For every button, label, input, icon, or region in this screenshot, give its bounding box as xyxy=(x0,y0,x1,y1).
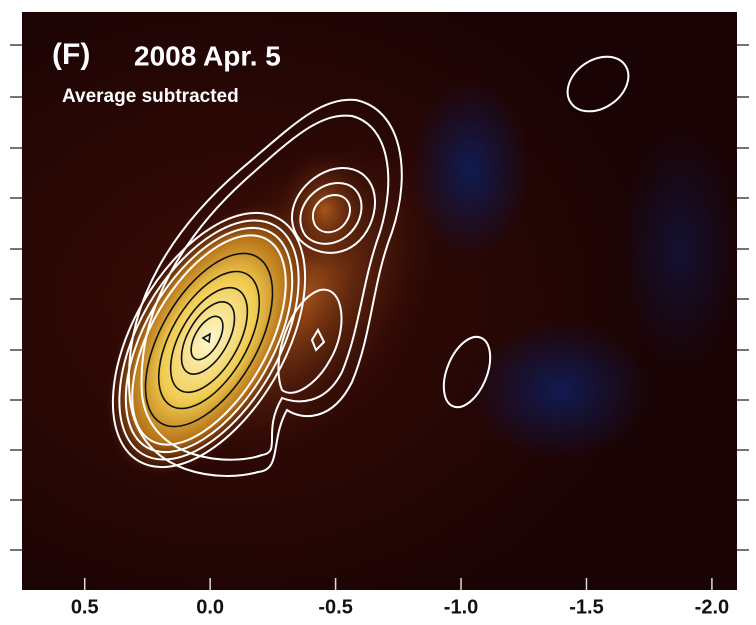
x-tick-label: 0.5 xyxy=(71,596,99,618)
x-tick-label: 0.0 xyxy=(196,596,224,618)
x-tick-label: -2.0 xyxy=(695,596,729,618)
x-tick-label: -1.5 xyxy=(569,596,603,618)
chart-subtitle: Average subtracted xyxy=(62,86,239,107)
x-tick-label: -1.0 xyxy=(444,596,478,618)
y-ticks xyxy=(10,44,749,551)
x-tick-label: -0.5 xyxy=(318,596,352,618)
chart-title: 2008 Apr. 5 xyxy=(134,40,281,71)
image-map xyxy=(22,12,737,590)
panel-label: (F) xyxy=(52,38,90,71)
